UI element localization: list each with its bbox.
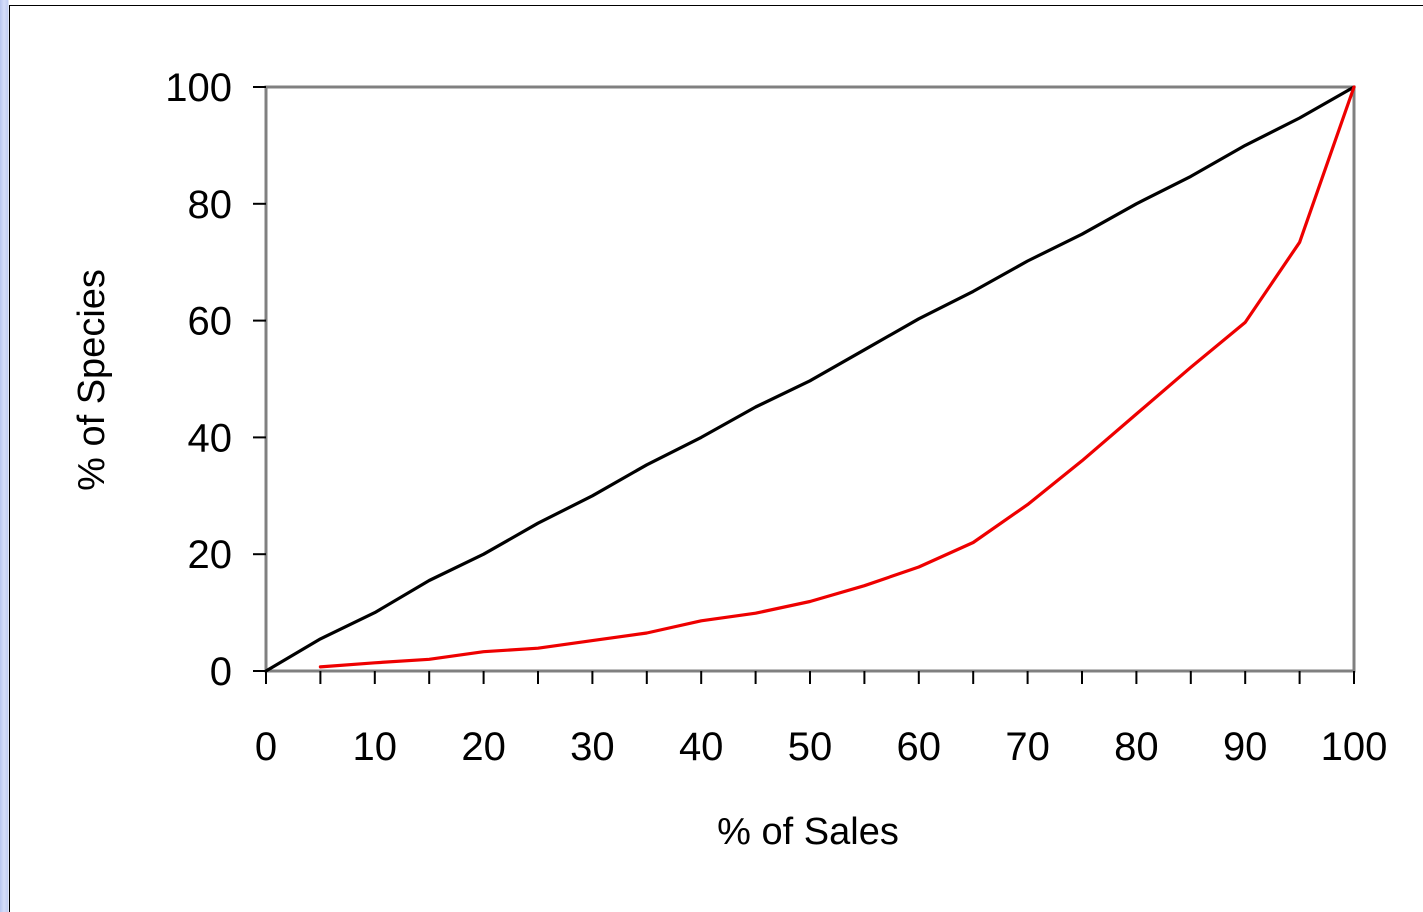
y-tick-label: 0 bbox=[210, 650, 232, 694]
series-line-2 bbox=[318, 85, 1356, 669]
y-tick-label: 60 bbox=[188, 300, 233, 344]
series-lines bbox=[264, 85, 1356, 673]
x-tick-label: 80 bbox=[1114, 725, 1159, 769]
series-line-1 bbox=[264, 85, 1356, 673]
x-tick-label: 70 bbox=[1005, 725, 1050, 769]
tick-labels: 0 10 20 30 40 50 60 70 80 90 100 0 20 40 60 80 100 bbox=[165, 66, 1387, 769]
y-tick-label: 20 bbox=[188, 533, 233, 577]
x-tick-label: 60 bbox=[897, 725, 942, 769]
x-tick-label: 10 bbox=[353, 725, 398, 769]
x-tick-label: 0 bbox=[255, 725, 277, 769]
x-tick-label: 100 bbox=[1321, 725, 1388, 769]
y-axis-title: % of Species bbox=[71, 269, 113, 491]
y-tick-label: 40 bbox=[188, 416, 233, 460]
x-axis-title: % of Sales bbox=[717, 811, 899, 853]
x-tick-label: 30 bbox=[570, 725, 615, 769]
y-tick-label: 80 bbox=[188, 183, 233, 227]
axis-ticks bbox=[253, 86, 1355, 684]
x-tick-label: 40 bbox=[679, 725, 724, 769]
x-tick-label: 50 bbox=[788, 725, 833, 769]
x-tick-label: 90 bbox=[1223, 725, 1268, 769]
x-tick-label: 20 bbox=[461, 725, 506, 769]
chart-area bbox=[9, 5, 1423, 912]
y-tick-label: 100 bbox=[165, 66, 232, 110]
